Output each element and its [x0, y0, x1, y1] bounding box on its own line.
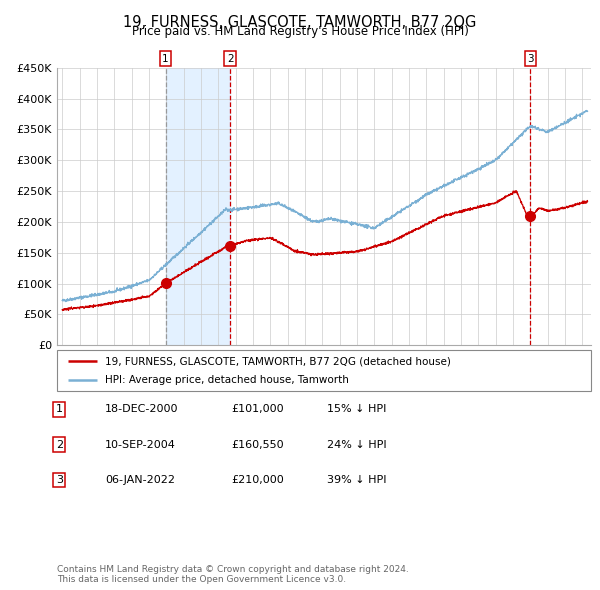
Text: 06-JAN-2022: 06-JAN-2022 — [105, 475, 175, 485]
Text: HPI: Average price, detached house, Tamworth: HPI: Average price, detached house, Tamw… — [105, 375, 349, 385]
Text: 2: 2 — [227, 54, 233, 64]
Text: 2: 2 — [56, 440, 63, 450]
FancyBboxPatch shape — [57, 350, 591, 391]
Text: 3: 3 — [527, 54, 534, 64]
Text: 1: 1 — [162, 54, 169, 64]
Text: 10-SEP-2004: 10-SEP-2004 — [105, 440, 176, 450]
Text: £101,000: £101,000 — [231, 404, 284, 414]
Text: £160,550: £160,550 — [231, 440, 284, 450]
Text: 18-DEC-2000: 18-DEC-2000 — [105, 404, 179, 414]
Text: Contains HM Land Registry data © Crown copyright and database right 2024.
This d: Contains HM Land Registry data © Crown c… — [57, 565, 409, 584]
Text: 1: 1 — [56, 404, 63, 414]
Text: 39% ↓ HPI: 39% ↓ HPI — [327, 475, 386, 485]
Text: Price paid vs. HM Land Registry's House Price Index (HPI): Price paid vs. HM Land Registry's House … — [131, 25, 469, 38]
Bar — [166, 68, 230, 345]
Text: 3: 3 — [56, 475, 63, 485]
Text: 15% ↓ HPI: 15% ↓ HPI — [327, 404, 386, 414]
Text: 24% ↓ HPI: 24% ↓ HPI — [327, 440, 386, 450]
Text: £210,000: £210,000 — [231, 475, 284, 485]
Text: 19, FURNESS, GLASCOTE, TAMWORTH, B77 2QG: 19, FURNESS, GLASCOTE, TAMWORTH, B77 2QG — [124, 15, 476, 30]
Text: 19, FURNESS, GLASCOTE, TAMWORTH, B77 2QG (detached house): 19, FURNESS, GLASCOTE, TAMWORTH, B77 2QG… — [105, 356, 451, 366]
